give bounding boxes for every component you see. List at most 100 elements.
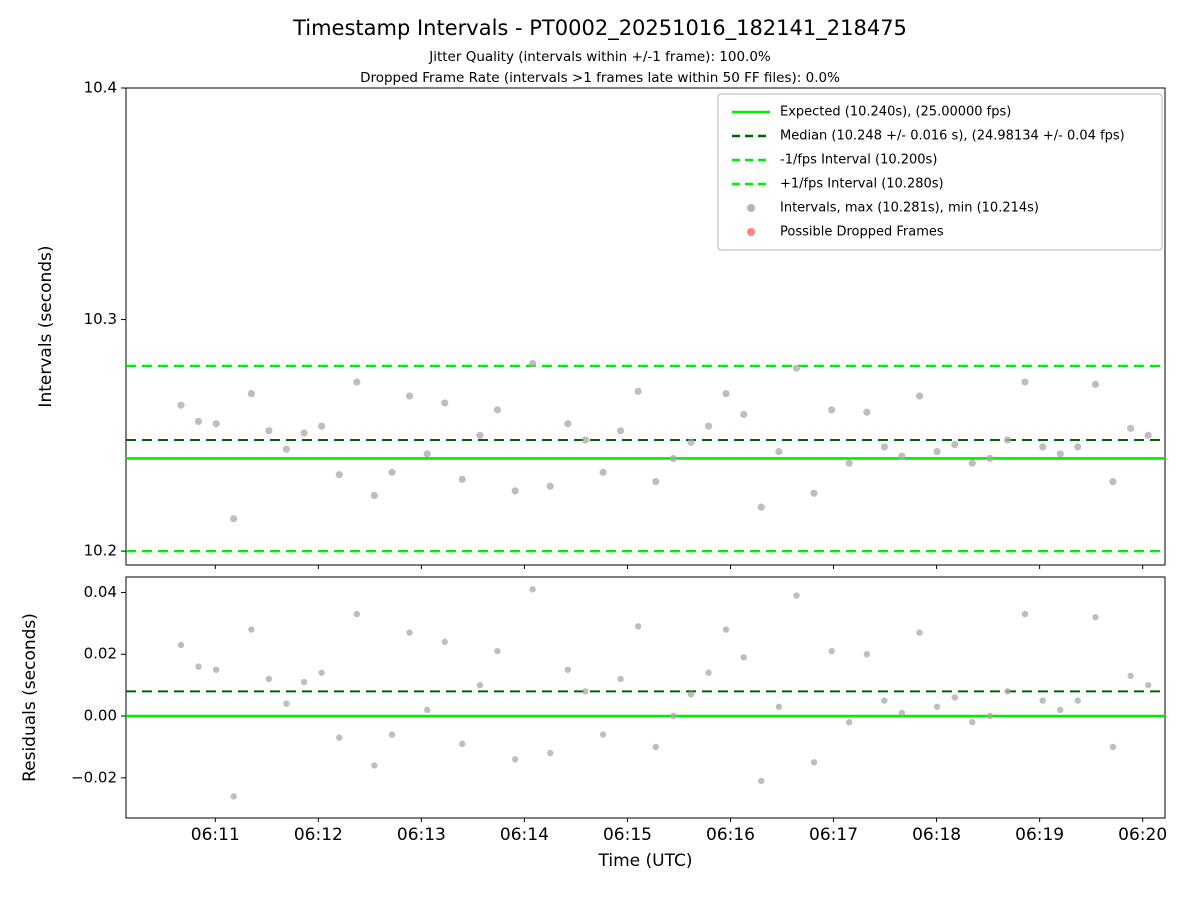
interval-point bbox=[353, 378, 361, 386]
interval-point bbox=[1056, 450, 1064, 458]
interval-point bbox=[704, 422, 713, 430]
residual-point bbox=[722, 626, 730, 633]
residual-point bbox=[845, 719, 853, 726]
residual-point bbox=[1074, 697, 1081, 704]
residual-point bbox=[283, 700, 290, 707]
residual-point bbox=[599, 731, 607, 738]
residual-point bbox=[371, 762, 378, 769]
residual-point bbox=[230, 793, 237, 800]
interval-point bbox=[1144, 431, 1152, 439]
residual-point bbox=[1109, 743, 1117, 751]
y-tick-label: −0.02 bbox=[71, 768, 117, 786]
residual-point bbox=[318, 669, 325, 676]
x-tick-label: 06:13 bbox=[397, 825, 446, 845]
interval-point bbox=[968, 459, 976, 467]
interval-point bbox=[757, 503, 765, 511]
x-tick-label: 06:15 bbox=[603, 825, 652, 845]
residual-point bbox=[476, 681, 484, 689]
residual-point bbox=[1039, 697, 1046, 704]
residual-point bbox=[617, 675, 624, 683]
residual-point bbox=[388, 731, 396, 738]
legend-entry: Possible Dropped Frames bbox=[747, 225, 944, 240]
y-tick-label: 10.2 bbox=[84, 542, 117, 560]
interval-point bbox=[247, 390, 255, 398]
legend-entry: Intervals, max (10.281s), min (10.214s) bbox=[747, 201, 1039, 216]
legend-label: Median (10.248 +/- 0.016 s), (24.98134 +… bbox=[780, 129, 1125, 144]
x-tick-label: 06:18 bbox=[912, 825, 961, 845]
interval-point bbox=[880, 443, 888, 451]
residual-point bbox=[775, 703, 783, 710]
interval-point bbox=[265, 427, 273, 435]
legend-entry: -1/fps Interval (10.200s) bbox=[732, 153, 937, 168]
interval-point bbox=[546, 482, 554, 490]
residual-point bbox=[969, 719, 976, 726]
residual-point bbox=[810, 759, 818, 766]
interval-point bbox=[898, 452, 906, 460]
residual-point bbox=[793, 592, 800, 599]
residuals-axes: 0.04 0.02 0.00 −0.02 06:11 06:12 06:13 06:14 06:… bbox=[71, 576, 1167, 845]
residual-point bbox=[424, 706, 431, 714]
interval-point bbox=[933, 447, 941, 456]
interval-point bbox=[722, 390, 730, 398]
x-tick-label: 06:16 bbox=[706, 825, 755, 845]
interval-point bbox=[1039, 443, 1047, 451]
legend-frame bbox=[717, 93, 1163, 251]
residual-point bbox=[933, 703, 941, 710]
x-axis-label: Time (UTC) bbox=[598, 851, 693, 871]
x-tick-label: 06:12 bbox=[294, 825, 343, 845]
legend-entry: Median (10.248 +/- 0.016 s), (24.98134 +… bbox=[732, 129, 1125, 144]
interval-point bbox=[493, 406, 502, 414]
residual-point bbox=[740, 654, 747, 661]
interval-point bbox=[652, 478, 660, 486]
residual-point bbox=[1004, 688, 1011, 695]
residual-point bbox=[1057, 706, 1064, 714]
interval-point bbox=[564, 420, 572, 428]
interval-point bbox=[1003, 436, 1012, 444]
interval-point bbox=[775, 447, 783, 456]
interval-point bbox=[616, 427, 625, 435]
intervals-scatter bbox=[177, 359, 1152, 523]
residuals-ylabel: Residuals (seconds) bbox=[20, 613, 40, 782]
residual-point bbox=[634, 623, 642, 630]
interval-point bbox=[863, 408, 871, 416]
interval-point bbox=[441, 399, 449, 407]
interval-point bbox=[1021, 378, 1029, 386]
x-tick-label: 06:14 bbox=[500, 825, 549, 845]
residual-point bbox=[986, 712, 994, 720]
residual-point bbox=[951, 694, 958, 701]
residual-point bbox=[353, 610, 361, 618]
interval-point bbox=[370, 491, 378, 500]
interval-point bbox=[1091, 380, 1100, 388]
residual-point bbox=[459, 740, 466, 748]
legend-label: Expected (10.240s), (25.00000 fps) bbox=[780, 105, 1011, 120]
interval-point bbox=[740, 410, 748, 419]
interval-point bbox=[581, 436, 589, 444]
residual-point bbox=[195, 663, 202, 670]
interval-point bbox=[915, 392, 924, 400]
interval-point bbox=[986, 454, 994, 463]
residual-point bbox=[494, 647, 501, 655]
legend-entry: +1/fps Interval (10.280s) bbox=[732, 177, 944, 192]
residual-point bbox=[898, 709, 906, 717]
interval-point bbox=[1127, 424, 1135, 432]
interval-point bbox=[792, 364, 801, 372]
y-tick-label: 10.3 bbox=[84, 310, 117, 328]
legend-label: Intervals, max (10.281s), min (10.214s) bbox=[780, 201, 1039, 216]
interval-point bbox=[423, 450, 431, 458]
residual-point bbox=[265, 675, 273, 683]
residual-point bbox=[1092, 613, 1099, 621]
legend-entry: Expected (10.240s), (25.00000 fps) bbox=[732, 105, 1011, 120]
interval-point bbox=[212, 420, 220, 428]
y-tick-label: 0.04 bbox=[84, 583, 117, 601]
interval-point bbox=[529, 359, 537, 368]
residual-point bbox=[529, 586, 536, 593]
residual-point bbox=[758, 777, 765, 785]
residuals-axes-frame bbox=[125, 576, 1166, 819]
x-tick-label: 06:11 bbox=[191, 825, 240, 845]
residual-point bbox=[248, 626, 255, 633]
chart-title: Timestamp Intervals - PT0002_20251016_18… bbox=[293, 16, 907, 40]
residual-point bbox=[546, 749, 554, 757]
residuals-scatter bbox=[177, 586, 1152, 800]
